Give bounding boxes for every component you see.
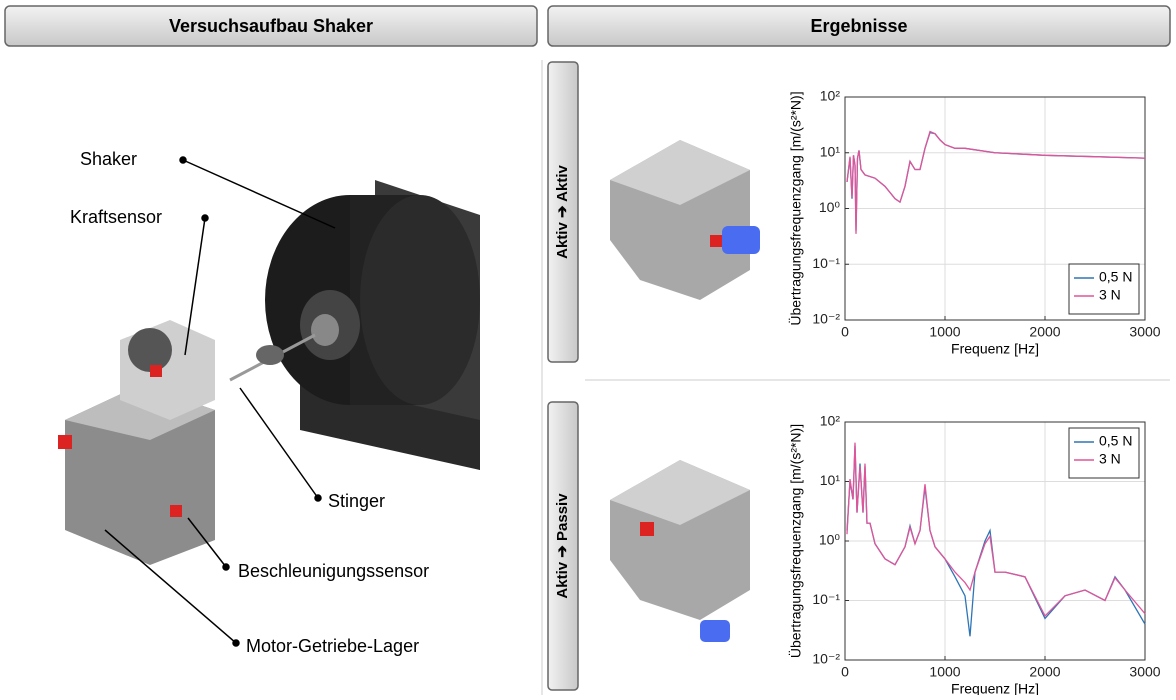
y-tick-label: 10¹ xyxy=(820,472,841,488)
header: Versuchsaufbau Shaker xyxy=(169,16,373,36)
x-tick-label: 2000 xyxy=(1029,664,1060,680)
y-tick-label: 10² xyxy=(820,88,841,104)
x-axis-label: Frequenz [Hz] xyxy=(951,341,1039,357)
y-tick-label: 10⁰ xyxy=(819,199,841,215)
row-label: Aktiv ➔ Passiv xyxy=(554,493,571,599)
label: Kraftsensor xyxy=(70,207,162,227)
y-tick-label: 10¹ xyxy=(820,143,841,159)
motor-illustration xyxy=(58,320,215,565)
y-tick-label: 10² xyxy=(820,413,841,429)
x-tick-label: 3000 xyxy=(1129,324,1160,340)
legend-entry: 0,5 N xyxy=(1099,433,1132,449)
figure: Versuchsaufbau Shaker Ergebnisse Aktiv ➔… xyxy=(0,0,1176,695)
x-tick-label: 2000 xyxy=(1029,324,1060,340)
x-tick-label: 0 xyxy=(841,664,849,680)
x-axis-label: Frequenz [Hz] xyxy=(951,681,1039,695)
x-tick-label: 3000 xyxy=(1129,664,1160,680)
legend-entry: 0,5 N xyxy=(1099,269,1132,285)
y-tick-label: 10⁻² xyxy=(812,651,840,667)
row-label: Aktiv ➔ Aktiv xyxy=(554,164,571,258)
y-axis-label: Übertragungsfrequenzgang [m/(s²*N)] xyxy=(787,91,804,325)
y-axis-label: Übertragungsfrequenzgang [m/(s²*N)] xyxy=(787,424,804,658)
label: Beschleunigungssensor xyxy=(238,561,429,581)
label: Shaker xyxy=(80,149,137,169)
y-tick-label: 10⁻² xyxy=(812,311,840,327)
part-illustration xyxy=(610,140,760,642)
legend-entry: 3 N xyxy=(1099,287,1121,303)
y-tick-label: 10⁻¹ xyxy=(812,255,840,271)
legend-entry: 3 N xyxy=(1099,451,1121,467)
x-tick-label: 0 xyxy=(841,324,849,340)
x-tick-label: 1000 xyxy=(929,664,960,680)
label: Stinger xyxy=(328,491,385,511)
y-tick-label: 10⁰ xyxy=(819,532,841,548)
x-tick-label: 1000 xyxy=(929,324,960,340)
header: Ergebnisse xyxy=(810,16,907,36)
label: Motor-Getriebe-Lager xyxy=(246,636,419,656)
y-tick-label: 10⁻¹ xyxy=(812,591,840,607)
